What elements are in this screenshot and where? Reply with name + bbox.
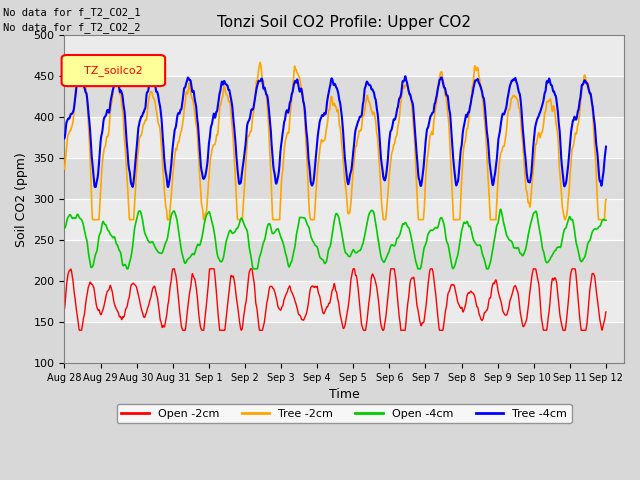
Bar (65, 158, 624, 199)
Bar (65, 199, 624, 240)
Bar (65, 76, 624, 117)
Text: No data for f_T2_CO2_1: No data for f_T2_CO2_1 (3, 7, 141, 18)
Bar (65, 240, 624, 281)
Bar (65, 281, 624, 322)
Bar (65, 36, 624, 76)
Legend: Open -2cm, Tree -2cm, Open -4cm, Tree -4cm: Open -2cm, Tree -2cm, Open -4cm, Tree -4… (117, 404, 572, 423)
Bar (65, 322, 624, 363)
Text: TZ_soilco2: TZ_soilco2 (84, 65, 143, 76)
X-axis label: Time: Time (329, 388, 360, 401)
Y-axis label: Soil CO2 (ppm): Soil CO2 (ppm) (15, 152, 28, 247)
FancyBboxPatch shape (61, 55, 165, 86)
Text: No data for f_T2_CO2_2: No data for f_T2_CO2_2 (3, 22, 141, 33)
Title: Tonzi Soil CO2 Profile: Upper CO2: Tonzi Soil CO2 Profile: Upper CO2 (217, 15, 471, 30)
Bar (65, 117, 624, 158)
